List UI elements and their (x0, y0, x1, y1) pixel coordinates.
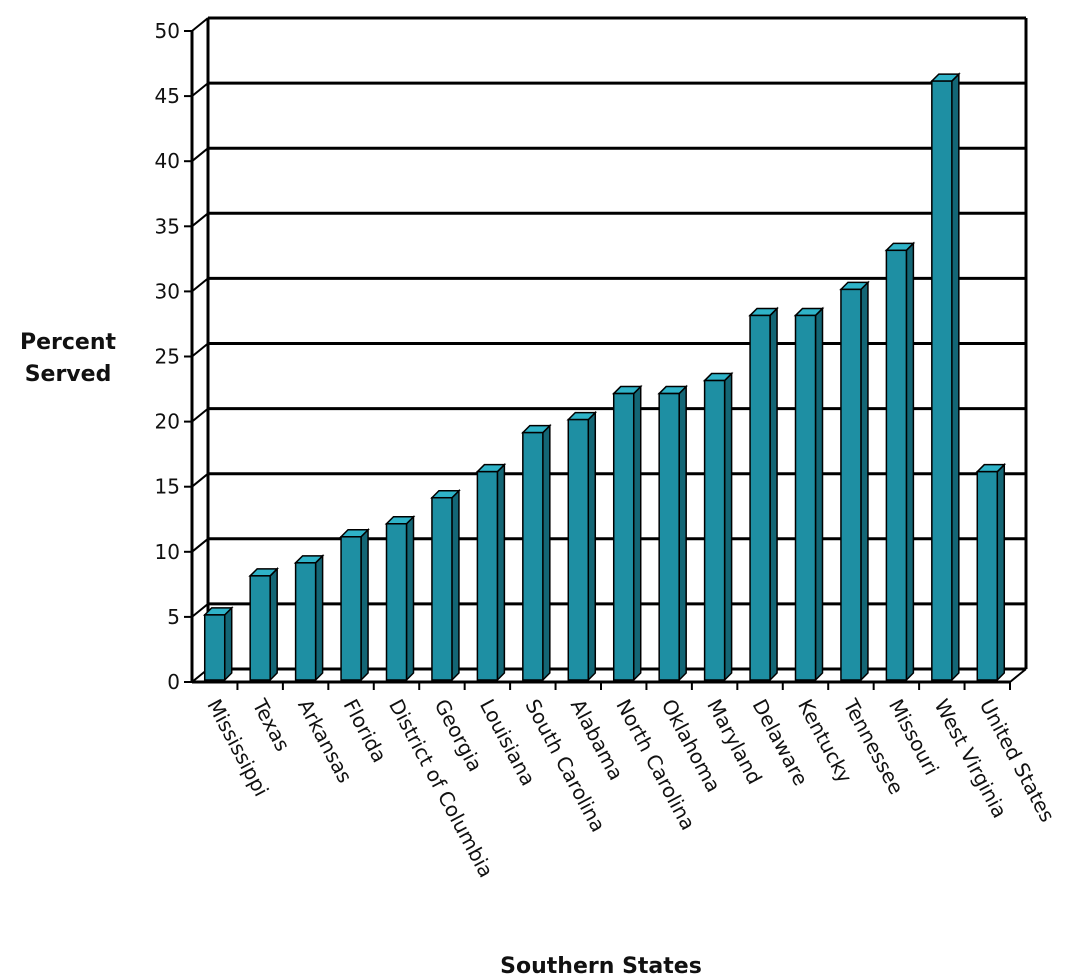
bar (611, 384, 643, 682)
bar-side (587, 410, 597, 682)
y-tick-label: 25 (155, 345, 180, 369)
bar-side (996, 462, 1006, 682)
wall-gridline (191, 82, 209, 97)
bar (839, 280, 870, 682)
y-tick-label: 10 (155, 540, 180, 564)
bar-side (905, 241, 915, 682)
bar (384, 514, 416, 682)
bar-front (522, 431, 544, 681)
bar-side (542, 423, 551, 682)
bar-side (269, 567, 278, 682)
y-tick-labels: 0 5 10 15 20 25 30 35 40 45 50 (155, 19, 192, 694)
x-axis-title: Southern States (500, 954, 702, 978)
wall-gridline (191, 212, 209, 228)
bar-side (860, 280, 869, 682)
bar (293, 554, 325, 682)
bar-side (632, 384, 642, 682)
bar (202, 606, 234, 682)
wall-gridline (191, 17, 209, 32)
bar-front (385, 523, 408, 681)
bars (202, 72, 1007, 682)
bar-side (814, 306, 824, 682)
bar-front (249, 575, 271, 681)
bar (475, 462, 507, 682)
bar-front (567, 418, 590, 681)
bar (430, 488, 461, 682)
bar-side (223, 606, 233, 682)
y-tick-label: 15 (155, 475, 180, 499)
bar-front (794, 314, 817, 681)
bar-front (658, 392, 680, 681)
wall-gridline (191, 407, 209, 423)
bar-side (496, 462, 506, 682)
y-tick-label: 0 (167, 670, 180, 694)
x-tick-label: Texas (247, 694, 295, 755)
y-axis-title-line2: Served (25, 362, 112, 387)
bar-side (678, 384, 687, 682)
x-tick-labels: MississippiTexasArkansasFloridaDistrict … (202, 682, 1060, 881)
bar-side (405, 514, 415, 682)
bar-side (769, 306, 778, 682)
bar-front (294, 562, 317, 681)
wall-gridline (191, 147, 209, 162)
y-tick-label: 20 (155, 410, 180, 434)
y-tick-label: 40 (155, 149, 180, 173)
bar-front (340, 536, 362, 681)
bar-side (951, 72, 960, 682)
bar-front (431, 496, 453, 681)
bar-front (203, 614, 226, 681)
y-tick-label: 35 (155, 214, 180, 238)
y-tick-label: 45 (155, 84, 180, 108)
bar (702, 371, 734, 682)
bar-front (840, 288, 862, 681)
bar (339, 527, 370, 682)
bar-front (885, 249, 908, 681)
bar (657, 384, 688, 682)
bar-front (703, 379, 726, 681)
bar (793, 306, 825, 682)
wall-gridline (191, 472, 209, 488)
bar-front (612, 392, 635, 681)
y-tick-label: 5 (167, 605, 180, 629)
floor-right-edge (1009, 668, 1027, 683)
bar-front (931, 80, 953, 681)
wall-gridline (191, 538, 209, 553)
y-axis-title-line1: Percent (20, 330, 117, 355)
bar (884, 241, 916, 682)
y-tick-label: 30 (155, 279, 180, 303)
bar-side (451, 488, 460, 682)
bar-side (723, 371, 733, 682)
bar-front (749, 314, 771, 681)
bar-front (976, 470, 999, 681)
wall-gridline (191, 277, 209, 293)
wall-gridline (191, 342, 209, 358)
wall-gridline (191, 603, 209, 618)
bar (975, 462, 1007, 682)
bar-side (314, 554, 324, 682)
bar (566, 410, 598, 682)
bar-front (476, 470, 499, 681)
bar (748, 306, 779, 682)
bar (930, 72, 961, 682)
bar (248, 567, 279, 682)
bar-side (360, 527, 369, 682)
bar (521, 423, 552, 682)
y-tick-label: 50 (155, 19, 180, 43)
